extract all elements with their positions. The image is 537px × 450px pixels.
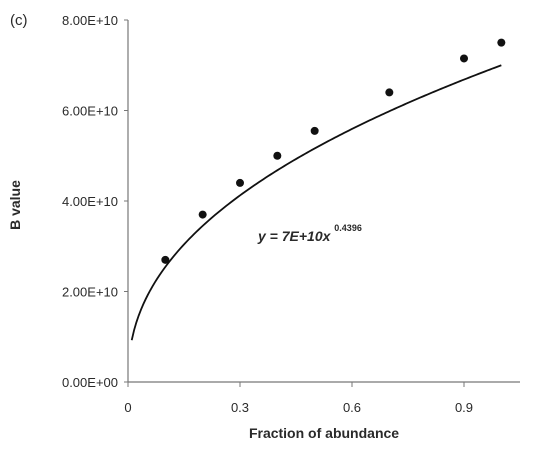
x-tick-label: 0.3 [231,400,249,415]
data-point [310,126,319,135]
trendline-equation-main: y = 7E+10x [257,228,332,244]
data-point [273,151,282,160]
trendline-equation-exponent: 0.4396 [334,223,362,233]
x-axis-title: Fraction of abundance [249,425,399,441]
data-point [497,38,506,47]
y-tick-label: 0.00E+00 [62,375,118,390]
data-point [198,210,207,219]
data-point [236,178,244,187]
data-point [385,88,394,97]
ticks-layer: 0.00E+00 2.00E+10 4.00E+10 6.00E+10 8.00E+10… [62,13,473,415]
y-tick-label: 4.00E+10 [62,194,118,209]
axes-layer [127,20,520,383]
x-tick-label: 0.9 [455,400,473,415]
x-tick-label: 0.6 [343,400,361,415]
trendline-layer [130,64,502,341]
y-tick-label: 8.00E+10 [62,13,118,28]
data-points-layer [161,38,506,264]
y-axis-title: B value [7,180,23,230]
data-point [460,54,468,63]
power-trendline [130,64,502,341]
y-tick-label: 2.00E+10 [62,285,118,300]
x-tick-label: 0 [124,400,131,415]
data-point [161,255,170,264]
panel-label: (c) [10,12,28,29]
trendline-equation: y = 7E+10x 0.4396 [257,223,362,244]
y-tick-label: 6.00E+10 [62,104,118,119]
